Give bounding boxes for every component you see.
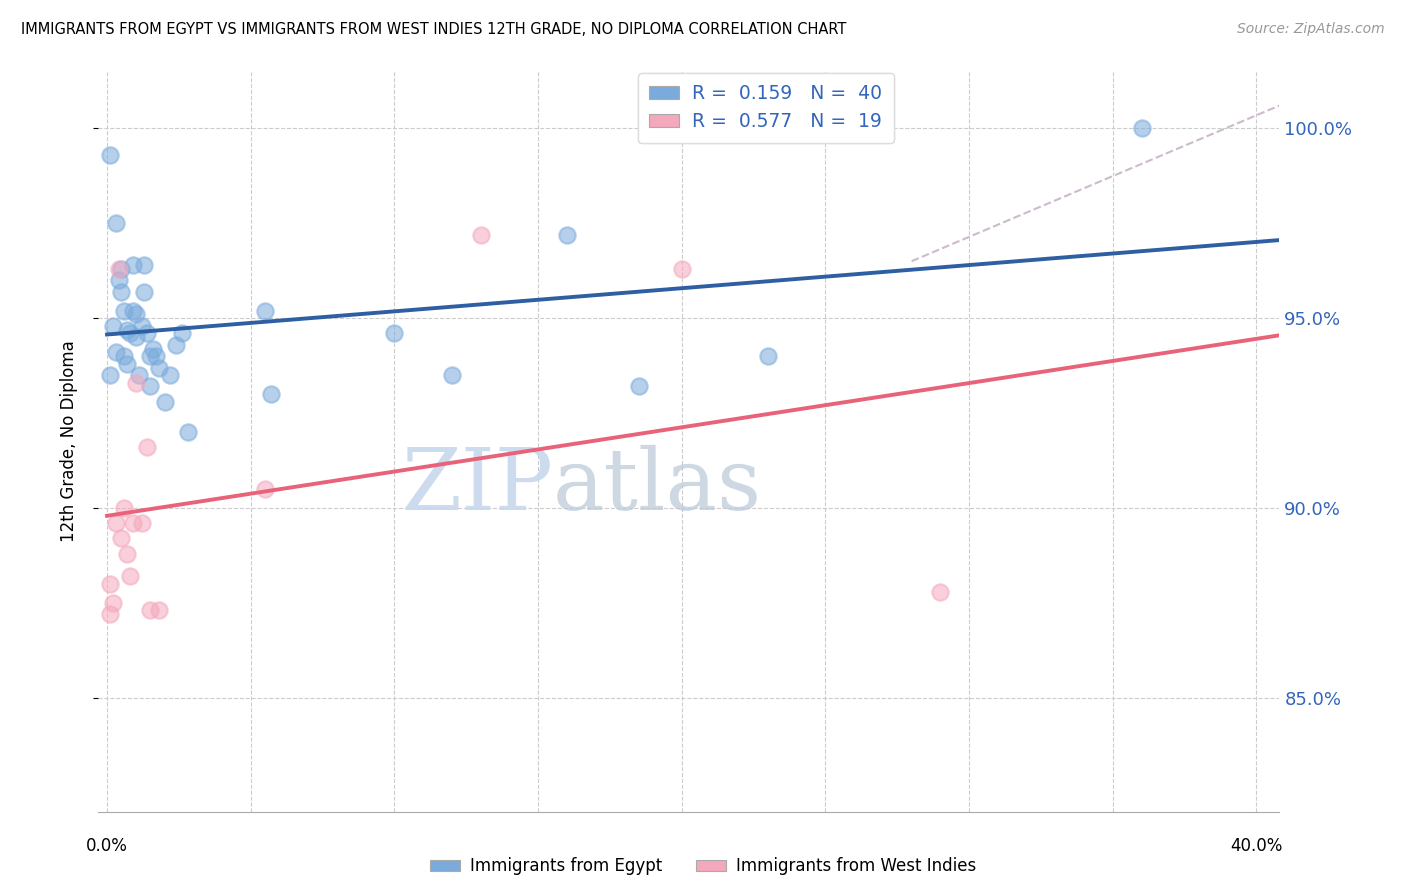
Point (148, 360, 170, 375)
Point (440, 368, 463, 383)
Point (134, 258, 156, 272)
Point (112, 500, 135, 515)
Point (671, 261, 693, 276)
Point (110, 532, 132, 546)
Point (159, 368, 181, 383)
Text: Source: ZipAtlas.com: Source: ZipAtlas.com (1237, 22, 1385, 37)
Point (176, 425, 198, 439)
Y-axis label: 12th Grade, No Diploma: 12th Grade, No Diploma (59, 341, 77, 542)
Text: 0.0%: 0.0% (86, 837, 128, 855)
Point (1130, 121, 1153, 136)
Point (98, 368, 121, 383)
Point (101, 318, 124, 333)
Point (470, 227, 492, 242)
Point (165, 337, 187, 351)
Point (136, 326, 159, 341)
Point (128, 368, 150, 383)
Legend: Immigrants from Egypt, Immigrants from West Indies: Immigrants from Egypt, Immigrants from W… (423, 851, 983, 882)
Point (110, 285, 132, 299)
Text: 40.0%: 40.0% (1230, 837, 1282, 855)
Point (254, 482, 277, 496)
Point (139, 349, 162, 363)
Point (122, 258, 145, 272)
Point (104, 345, 127, 359)
Text: ZIP: ZIP (401, 444, 553, 527)
Point (118, 569, 141, 583)
Point (134, 285, 156, 299)
Point (107, 261, 129, 276)
Point (148, 603, 170, 617)
Point (118, 326, 141, 341)
Point (112, 303, 135, 318)
Point (104, 216, 127, 230)
Point (115, 547, 138, 561)
Point (98, 607, 121, 622)
Point (756, 349, 779, 363)
Point (115, 322, 138, 336)
Point (98, 577, 121, 591)
Point (107, 273, 129, 287)
Point (122, 516, 145, 531)
Point (125, 376, 148, 390)
Text: IMMIGRANTS FROM EGYPT VS IMMIGRANTS FROM WEST INDIES 12TH GRADE, NO DIPLOMA CORR: IMMIGRANTS FROM EGYPT VS IMMIGRANTS FROM… (21, 22, 846, 37)
Legend: R =  0.159   N =  40, R =  0.577   N =  19: R = 0.159 N = 40, R = 0.577 N = 19 (638, 73, 894, 143)
Point (170, 326, 193, 341)
Point (122, 303, 145, 318)
Point (136, 440, 159, 454)
Point (384, 326, 406, 341)
Point (555, 227, 578, 242)
Point (929, 584, 952, 599)
Point (254, 303, 277, 318)
Point (131, 318, 153, 333)
Point (145, 349, 167, 363)
Point (125, 330, 148, 344)
Point (125, 307, 148, 321)
Point (142, 342, 165, 356)
Text: atlas: atlas (553, 444, 762, 527)
Point (139, 379, 162, 393)
Point (260, 387, 283, 401)
Point (115, 357, 138, 371)
Point (112, 349, 135, 363)
Point (131, 516, 153, 531)
Point (627, 379, 650, 393)
Point (98, 148, 121, 162)
Point (139, 603, 162, 617)
Point (101, 596, 124, 610)
Point (104, 516, 127, 531)
Point (110, 261, 132, 276)
Point (153, 394, 176, 409)
